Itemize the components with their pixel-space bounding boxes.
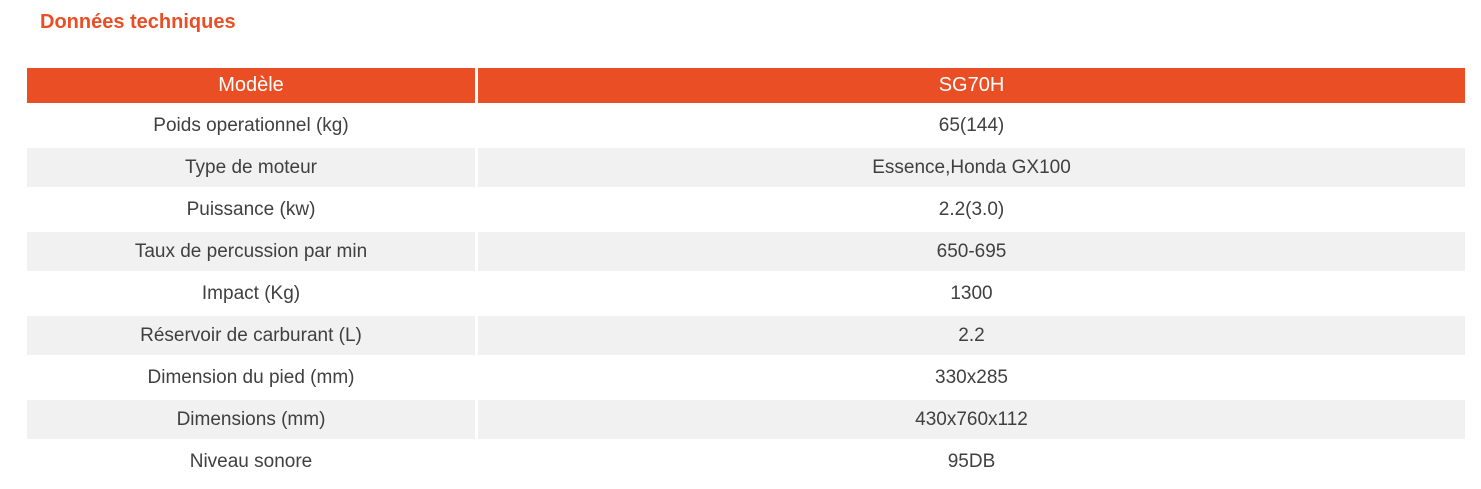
specs-header-row: Modèle SG70H <box>27 68 1465 103</box>
specs-table: Modèle SG70H Poids operationnel (kg) 65(… <box>24 65 1468 484</box>
table-row: Dimensions (mm) 430x760x112 <box>27 400 1465 439</box>
spec-value-cell: 430x760x112 <box>478 400 1465 439</box>
table-row: Type de moteur Essence,Honda GX100 <box>27 148 1465 187</box>
table-row: Impact (Kg) 1300 <box>27 274 1465 313</box>
model-header-cell: Modèle <box>27 68 475 103</box>
spec-label-cell: Poids operationnel (kg) <box>27 106 475 145</box>
spec-value-cell: 1300 <box>478 274 1465 313</box>
spec-label-cell: Puissance (kw) <box>27 190 475 229</box>
table-row: Niveau sonore 95DB <box>27 442 1465 481</box>
spec-value-cell: 2.2(3.0) <box>478 190 1465 229</box>
spec-value-cell: 2.2 <box>478 316 1465 355</box>
table-row: Puissance (kw) 2.2(3.0) <box>27 190 1465 229</box>
table-row: Taux de percussion par min 650-695 <box>27 232 1465 271</box>
table-row: Dimension du pied (mm) 330x285 <box>27 358 1465 397</box>
spec-value-cell: 330x285 <box>478 358 1465 397</box>
spec-label-cell: Type de moteur <box>27 148 475 187</box>
spec-label-cell: Dimensions (mm) <box>27 400 475 439</box>
spec-label-cell: Niveau sonore <box>27 442 475 481</box>
table-row: Poids operationnel (kg) 65(144) <box>27 106 1465 145</box>
spec-value-cell: 65(144) <box>478 106 1465 145</box>
spec-value-cell: 95DB <box>478 442 1465 481</box>
spec-label-cell: Taux de percussion par min <box>27 232 475 271</box>
table-row: Réservoir de carburant (L) 2.2 <box>27 316 1465 355</box>
spec-value-cell: Essence,Honda GX100 <box>478 148 1465 187</box>
spec-label-cell: Dimension du pied (mm) <box>27 358 475 397</box>
spec-label-cell: Impact (Kg) <box>27 274 475 313</box>
spec-value-cell: 650-695 <box>478 232 1465 271</box>
page-title: Données techniques <box>40 11 236 33</box>
model-value-header-cell: SG70H <box>478 68 1465 103</box>
spec-label-cell: Réservoir de carburant (L) <box>27 316 475 355</box>
